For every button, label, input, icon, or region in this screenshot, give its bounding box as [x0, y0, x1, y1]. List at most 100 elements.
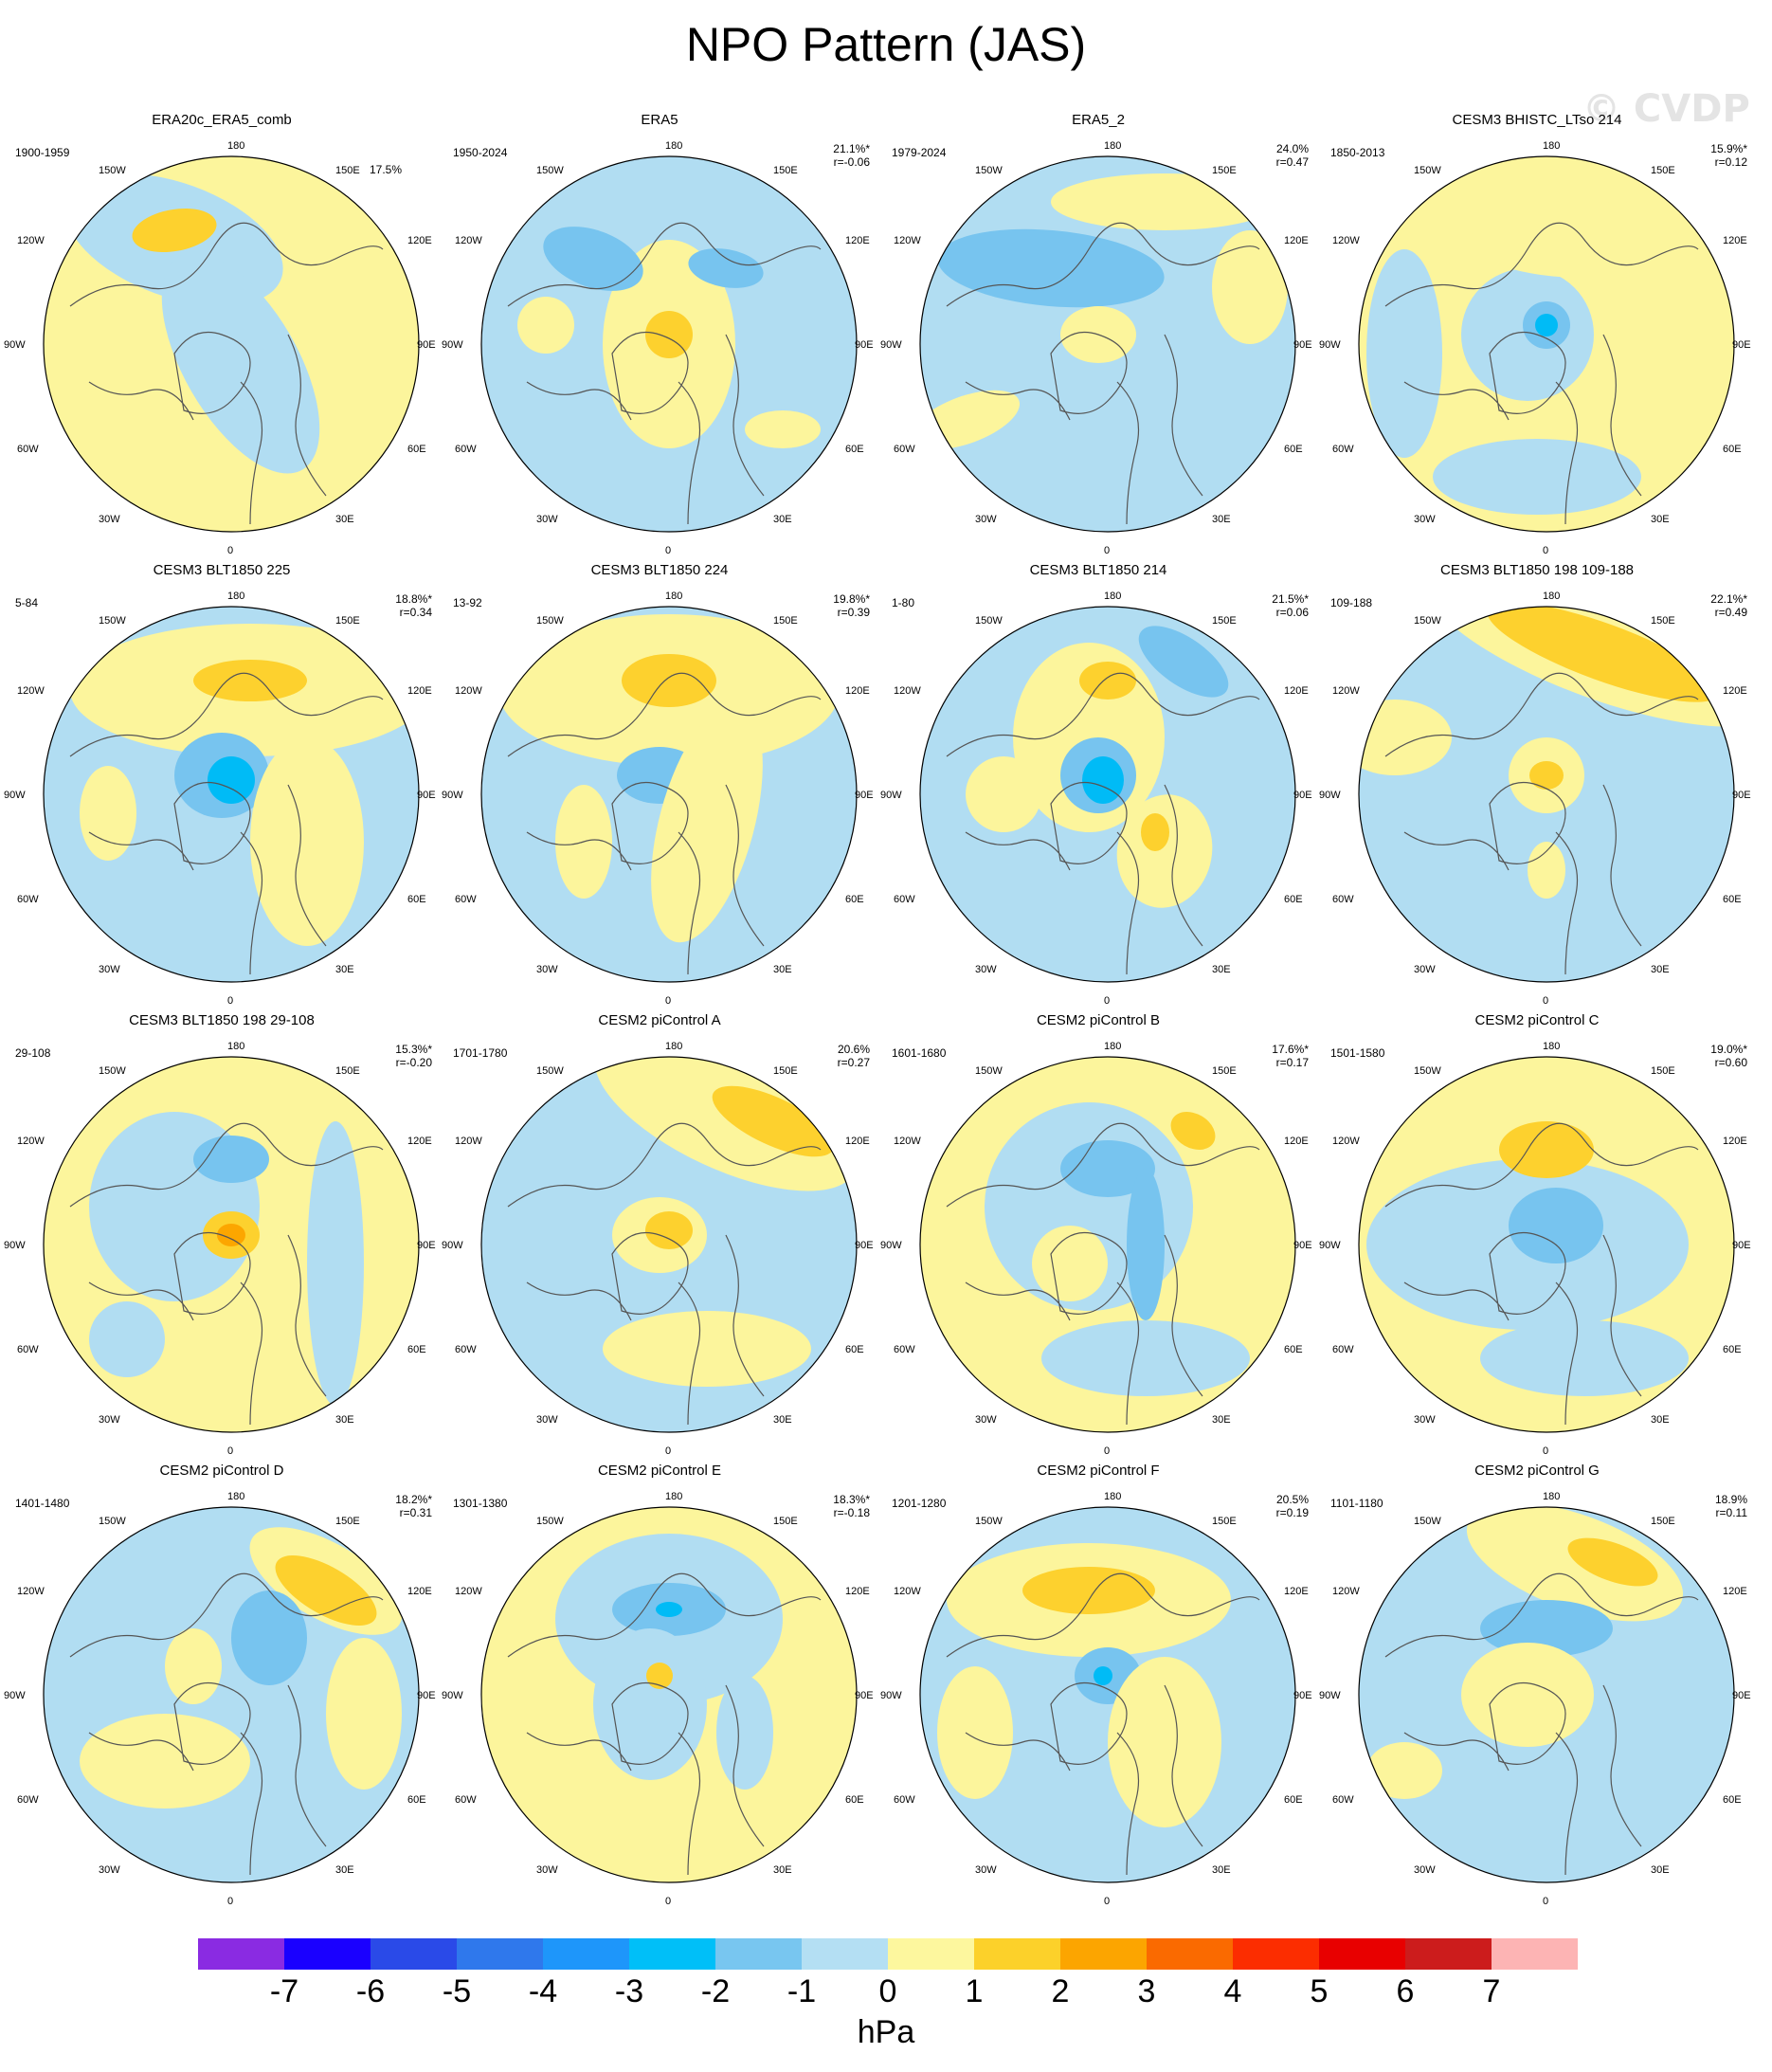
longitude-label: 180 [665, 1491, 683, 1502]
panel-correlation: r=0.47 [1275, 155, 1309, 169]
panel-title: CESM2 piControl A [598, 1012, 721, 1028]
longitude-label: 180 [1104, 140, 1122, 152]
map-border [43, 155, 420, 533]
longitude-label: 90W [880, 1690, 902, 1701]
longitude-label: 60E [1284, 1344, 1303, 1355]
longitude-label: 150W [536, 615, 564, 627]
polar-map [43, 1506, 420, 1883]
coastline [1384, 1122, 1699, 1426]
contour-region [645, 311, 693, 358]
panel-period: 29-108 [15, 1046, 51, 1060]
coastline [69, 1572, 384, 1876]
contour-region [688, 248, 764, 288]
longitude-label: 90E [417, 1690, 436, 1701]
panel-title: CESM3 BLT1850 225 [153, 562, 291, 578]
longitude-label: 120W [894, 685, 921, 697]
colorbar-swatch [1405, 1938, 1492, 1970]
longitude-label: 90W [442, 339, 463, 351]
map-panel: CESM2 piControl C 1501-1580 19.0%* r=0.60 18… [1319, 1012, 1755, 1457]
longitude-label: 120E [1284, 235, 1309, 246]
contour-region [543, 227, 643, 291]
contour-region [307, 1121, 364, 1406]
longitude-label: 120W [455, 685, 482, 697]
panel-title: ERA20c_ERA5_comb [152, 112, 292, 128]
polar-map [43, 155, 420, 533]
longitude-label: 60W [894, 894, 915, 905]
longitude-label: 90E [417, 1240, 436, 1251]
map-panel: ERA5_2 1979-2024 24.0% r=0.47 180 0 150W 150E 12… [880, 112, 1316, 556]
map-panel: CESM2 piControl F 1201-1280 20.5% r=0.19 180… [880, 1463, 1316, 1907]
longitude-label: 60W [1332, 444, 1354, 455]
longitude-label: 60W [1332, 1344, 1354, 1355]
longitude-label: 90E [855, 1690, 874, 1701]
contour-region [1480, 1320, 1689, 1396]
longitude-label: 90E [1732, 1690, 1751, 1701]
longitude-label: 150W [975, 615, 1003, 627]
longitude-label: 180 [665, 1041, 683, 1052]
contour-region [1466, 1507, 1684, 1622]
panel-correlation: r=0.12 [1714, 155, 1747, 169]
longitude-label: 150E [1651, 615, 1675, 627]
polar-map [480, 1506, 858, 1883]
panel-stats: 19.8%* r=0.39 [833, 592, 870, 619]
longitude-label: 30E [773, 1414, 792, 1426]
contour-region [275, 1555, 377, 1626]
polar-map [1358, 606, 1735, 983]
map-border [1358, 155, 1735, 533]
contour-region [1461, 1643, 1594, 1747]
colorbar-swatch [371, 1938, 457, 1970]
contour-region [1366, 249, 1442, 458]
panel-percent: 18.8%* [395, 592, 432, 606]
contour-region [1212, 230, 1288, 344]
longitude-label: 30E [1651, 964, 1670, 975]
longitude-label: 180 [1104, 1041, 1122, 1052]
longitude-label: 150E [773, 1516, 798, 1527]
longitude-label: 90E [1293, 339, 1312, 351]
longitude-label: 60W [17, 1794, 39, 1806]
longitude-label: 60E [845, 894, 864, 905]
colorbar-tick-label: 2 [1051, 1973, 1070, 2009]
longitude-label: 150W [975, 1065, 1003, 1077]
map-panel: CESM3 BLT1850 224 13-92 19.8%* r=0.39 180 0 15… [442, 562, 877, 1007]
colorbar-tick-label: -6 [355, 1973, 386, 2009]
longitude-label: 150E [1212, 165, 1237, 176]
panel-percent: 21.5%* [1272, 592, 1309, 606]
longitude-label: 30E [335, 964, 354, 975]
panel-period: 1850-2013 [1330, 146, 1385, 159]
contour-region [646, 1663, 673, 1689]
longitude-label: 60E [1284, 444, 1303, 455]
map-panel: ERA5 1950-2024 21.1%* r=-0.06 180 0 150W 150E 12… [442, 112, 877, 556]
map-panel: CESM3 BLT1850 198 29-108 29-108 15.3%* r=-0… [4, 1012, 440, 1457]
coastline [507, 1122, 822, 1426]
longitude-label: 60E [1284, 894, 1303, 905]
longitude-label: 30E [1212, 1414, 1231, 1426]
longitude-label: 120E [1284, 1136, 1309, 1147]
contour-region [1433, 439, 1641, 515]
contour-region [1060, 1140, 1155, 1197]
panel-stats: 15.3%* r=-0.20 [395, 1043, 432, 1069]
longitude-label: 0 [1543, 1896, 1549, 1907]
panel-correlation: r=0.06 [1275, 606, 1309, 619]
map-border [480, 1506, 858, 1883]
panel-title: ERA5_2 [1072, 112, 1125, 128]
contour-region [1480, 1600, 1613, 1657]
longitude-label: 150E [1651, 165, 1675, 176]
panel-percent: 15.3%* [395, 1043, 432, 1056]
longitude-label: 60W [455, 894, 477, 905]
panel-percent: 24.0% [1275, 142, 1309, 155]
panel-correlation: r=0.31 [399, 1506, 432, 1519]
longitude-label: 60W [17, 894, 39, 905]
longitude-label: 30W [536, 1414, 558, 1426]
longitude-label: 60W [1332, 1794, 1354, 1806]
panel-period: 1501-1580 [1330, 1046, 1385, 1060]
panel-title: CESM3 BLT1850 214 [1029, 562, 1167, 578]
longitude-label: 30E [1212, 1864, 1231, 1876]
contour-region [1567, 1537, 1658, 1587]
longitude-label: 120E [1284, 685, 1309, 697]
map-border [919, 606, 1296, 983]
longitude-label: 60E [407, 444, 426, 455]
colorbar-tick-label: -2 [700, 1973, 731, 2009]
contour-region [937, 228, 1165, 308]
panel-correlation: r=0.49 [1714, 606, 1747, 619]
longitude-label: 180 [1543, 140, 1561, 152]
